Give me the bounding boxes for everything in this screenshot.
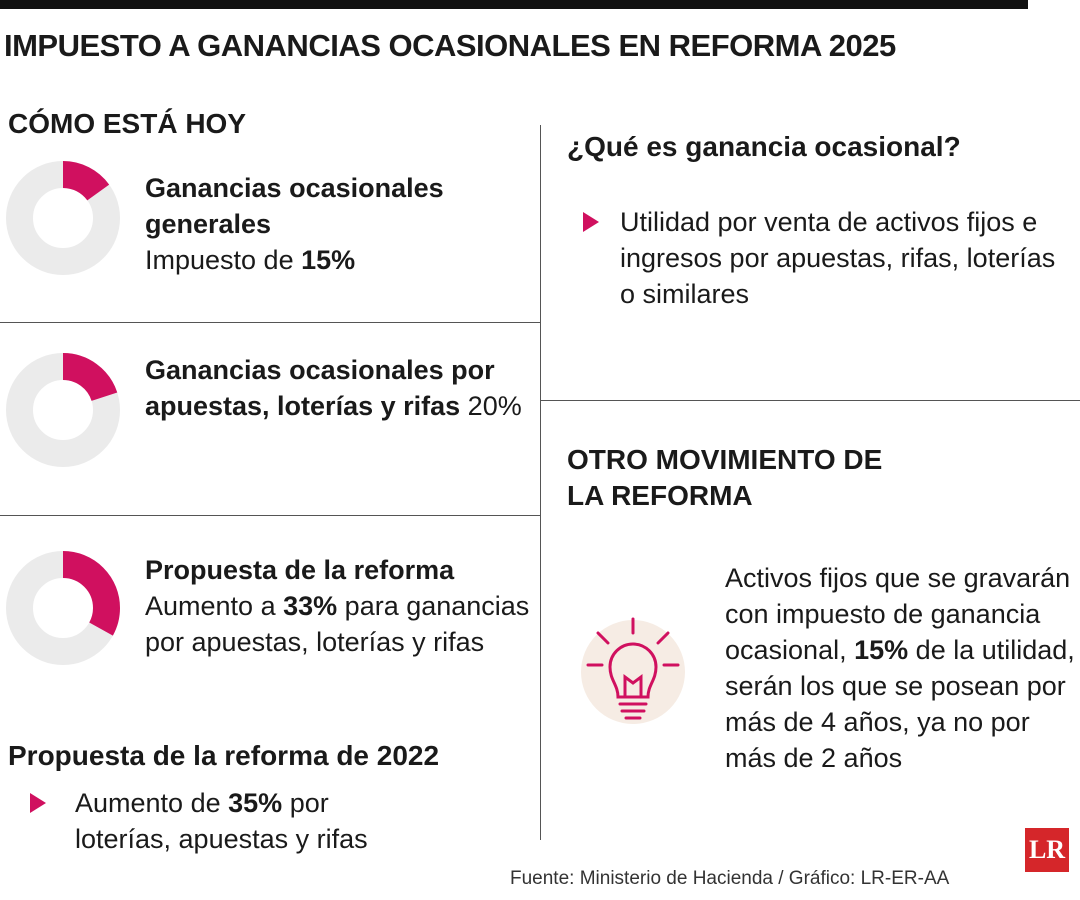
- divider: [0, 515, 540, 516]
- donut-share: [6, 551, 120, 665]
- text: Aumento de: [75, 788, 221, 818]
- item-value: 15%: [301, 245, 356, 275]
- item-text: Impuesto de: [145, 245, 294, 275]
- text: por loterías, apuestas y rifas: [75, 788, 368, 854]
- item: Ganancias ocasionales por apuestas, lote…: [145, 352, 540, 424]
- item-text: para ganancias por apuestas, loterías y …: [145, 591, 530, 657]
- donut-share: [6, 353, 120, 467]
- value: 35%: [228, 788, 283, 818]
- section-heading: Propuesta de la reforma de 2022: [8, 740, 440, 771]
- text: de la utilidad, serán los que se posean …: [725, 635, 1075, 773]
- item-value: 20%: [467, 391, 522, 421]
- section-heading: CÓMO ESTÁ HOY: [8, 108, 247, 139]
- logo: LR: [1025, 828, 1069, 872]
- item: Ganancias ocasionales generales Impuesto …: [145, 170, 535, 278]
- item: Propuesta de la reforma Aumento a 33% par…: [145, 552, 530, 660]
- bulb-icon: [581, 617, 685, 724]
- item-text: Aumento a: [145, 591, 276, 621]
- divider: [0, 322, 540, 323]
- bullet-text: Aumento de 35% por loterías, apuestas y …: [75, 785, 415, 857]
- donut-share: [6, 161, 120, 275]
- donuts: [6, 161, 120, 665]
- divider: [540, 400, 1080, 401]
- item-title: Ganancias ocasionales por apuestas, lote…: [145, 355, 495, 421]
- item-title: Ganancias ocasionales generales: [145, 173, 444, 239]
- item-title: Propuesta de la reforma: [145, 555, 455, 585]
- section-heading: ¿Qué es ganancia ocasional?: [567, 131, 961, 162]
- bullet: [30, 793, 46, 813]
- bullet-text: Utilidad por venta de activos fijos e in…: [620, 207, 1056, 309]
- text-block: Activos fijos que se gravarán con impues…: [725, 560, 1080, 776]
- text: Activos fijos que se gravarán con impues…: [725, 563, 1071, 665]
- item-value: 33%: [283, 591, 338, 621]
- source: Fuente: Ministerio de Hacienda / Gráfico…: [510, 868, 950, 889]
- bullet: [583, 212, 599, 232]
- top-bar: [0, 0, 1028, 9]
- section-heading: OTRO MOVIMIENTO DE LA REFORMA: [567, 444, 883, 511]
- divider: [540, 125, 541, 840]
- value: 15%: [854, 635, 909, 665]
- title: IMPUESTO A GANANCIAS OCASIONALES EN REFO…: [4, 28, 896, 63]
